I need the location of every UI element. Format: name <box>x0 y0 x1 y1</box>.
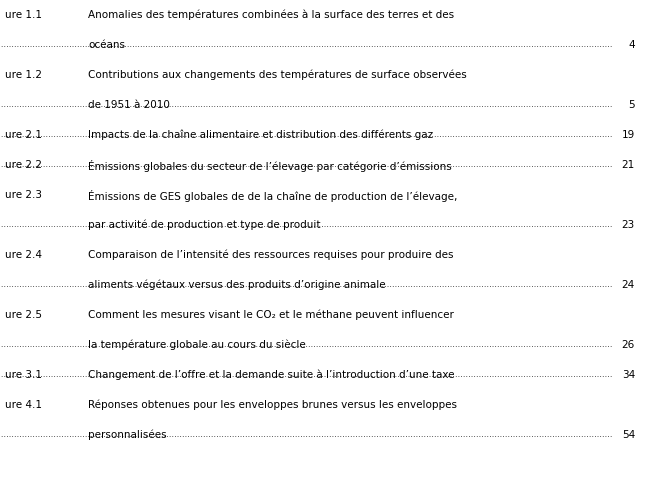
Text: ure 1.2: ure 1.2 <box>5 70 42 80</box>
Text: ure 2.2: ure 2.2 <box>5 160 42 170</box>
Text: 26: 26 <box>622 340 635 350</box>
Text: ure 2.3: ure 2.3 <box>5 190 42 200</box>
Text: ................................................................................: ........................................… <box>0 220 613 229</box>
Text: ................................................................................: ........................................… <box>0 280 613 289</box>
Text: Réponses obtenues pour les enveloppes brunes versus les enveloppes: Réponses obtenues pour les enveloppes br… <box>88 400 457 410</box>
Text: ................................................................................: ........................................… <box>0 370 613 379</box>
Text: la température globale au cours du siècle: la température globale au cours du siècl… <box>88 340 306 350</box>
Text: Émissions de GES globales de de la chaîne de production de l’élevage,: Émissions de GES globales de de la chaîn… <box>88 190 457 202</box>
Text: ure 3.1: ure 3.1 <box>5 370 42 380</box>
Text: Anomalies des températures combinées à la surface des terres et des: Anomalies des températures combinées à l… <box>88 10 454 21</box>
Text: Comparaison de l’intensité des ressources requises pour produire des: Comparaison de l’intensité des ressource… <box>88 250 453 261</box>
Text: 24: 24 <box>622 280 635 290</box>
Text: ure 2.5: ure 2.5 <box>5 310 42 320</box>
Text: par activité de production et type de produit: par activité de production et type de pr… <box>88 220 320 230</box>
Text: ................................................................................: ........................................… <box>0 100 613 109</box>
Text: aliments végétaux versus des produits d’origine animale: aliments végétaux versus des produits d’… <box>88 280 386 290</box>
Text: Changement de l’offre et la demande suite à l’introduction d’une taxe: Changement de l’offre et la demande suit… <box>88 370 455 381</box>
Text: ................................................................................: ........................................… <box>0 430 613 439</box>
Text: Comment les mesures visant le CO₂ et le méthane peuvent influencer: Comment les mesures visant le CO₂ et le … <box>88 310 454 321</box>
Text: 54: 54 <box>622 430 635 440</box>
Text: océans: océans <box>88 40 125 50</box>
Text: Contributions aux changements des températures de surface observées: Contributions aux changements des tempér… <box>88 70 467 81</box>
Text: ure 2.1: ure 2.1 <box>5 130 42 140</box>
Text: 19: 19 <box>622 130 635 140</box>
Text: ure 1.1: ure 1.1 <box>5 10 42 20</box>
Text: Impacts de la chaîne alimentaire et distribution des différents gaz: Impacts de la chaîne alimentaire et dist… <box>88 130 433 141</box>
Text: ure 2.4: ure 2.4 <box>5 250 42 260</box>
Text: Émissions globales du secteur de l’élevage par catégorie d’émissions: Émissions globales du secteur de l’éleva… <box>88 160 452 172</box>
Text: de 1951 à 2010: de 1951 à 2010 <box>88 100 170 110</box>
Text: 23: 23 <box>622 220 635 230</box>
Text: 21: 21 <box>622 160 635 170</box>
Text: ure 4.1: ure 4.1 <box>5 400 42 410</box>
Text: 5: 5 <box>628 100 635 110</box>
Text: ................................................................................: ........................................… <box>0 130 613 139</box>
Text: 34: 34 <box>622 370 635 380</box>
Text: ................................................................................: ........................................… <box>0 160 613 169</box>
Text: ................................................................................: ........................................… <box>0 40 613 49</box>
Text: personnalisées: personnalisées <box>88 430 166 441</box>
Text: 4: 4 <box>628 40 635 50</box>
Text: ................................................................................: ........................................… <box>0 340 613 349</box>
